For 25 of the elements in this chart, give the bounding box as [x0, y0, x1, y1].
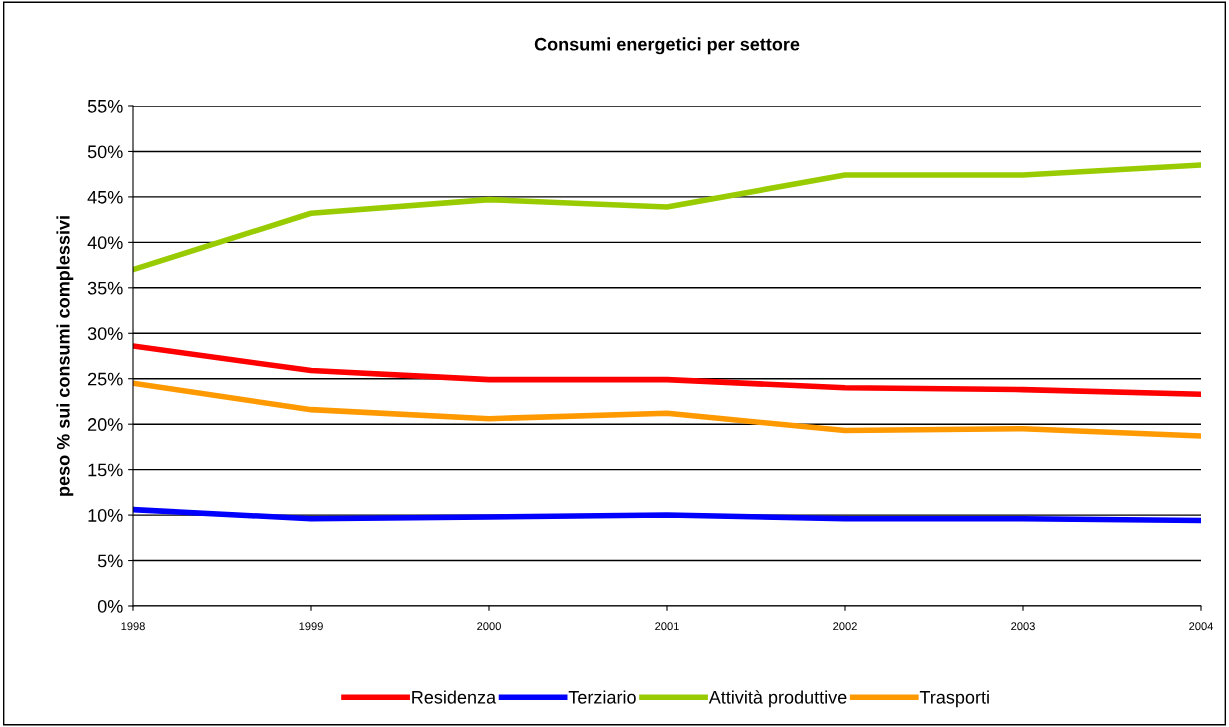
x-tick-label: 2002 [833, 622, 857, 631]
legend-label: Residenza [412, 690, 497, 704]
y-tick-label: 40% [87, 236, 123, 250]
y-tick-label: 15% [88, 463, 123, 477]
y-tick-label: 30% [87, 327, 123, 340]
y-tick-label: 25% [88, 372, 123, 386]
y-tick-label: 35% [87, 281, 123, 295]
y-tick-label: 0% [97, 599, 123, 613]
y-tick-label: 20% [88, 418, 123, 431]
legend-label: Attività produttive [708, 690, 847, 708]
y-tick-label: 45% [87, 190, 123, 204]
x-tick-label: 2001 [655, 622, 679, 631]
x-tick-label: 2000 [477, 622, 501, 631]
legend-label: Terziario [568, 690, 636, 704]
x-tick-label: 1998 [121, 622, 145, 631]
chart-title: Consumi energetici per settore [534, 37, 800, 55]
x-tick-label: 2003 [1011, 622, 1035, 631]
legend-label: Trasporti [919, 690, 989, 708]
x-tick-label: 2004 [1189, 622, 1214, 631]
y-tick-label: 55% [87, 100, 123, 113]
y-tick-label: 50% [87, 145, 123, 159]
x-tick-label: 1999 [299, 622, 323, 631]
y-tick-label: 5% [97, 554, 123, 568]
y-tick-label: 10% [88, 509, 123, 522]
y-axis-title: peso % sui consumi complessivi [56, 216, 74, 496]
